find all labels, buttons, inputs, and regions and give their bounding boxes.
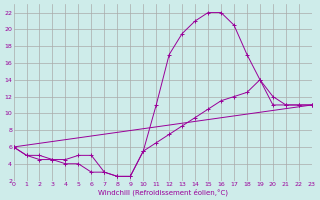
X-axis label: Windchill (Refroidissement éolien,°C): Windchill (Refroidissement éolien,°C): [98, 188, 228, 196]
